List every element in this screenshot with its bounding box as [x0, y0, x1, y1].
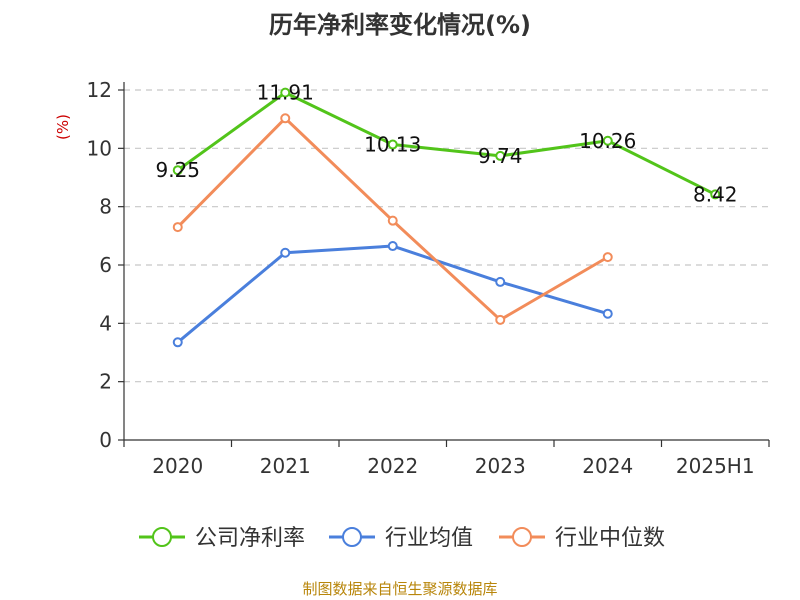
data-point[interactable] — [280, 87, 291, 98]
data-point[interactable] — [387, 215, 398, 226]
data-labels: 9.25 11.91 10.13 9.74 10.26 8.42 — [155, 81, 737, 207]
data-point[interactable] — [602, 135, 613, 146]
legend-label: 行业中位数 — [555, 526, 665, 551]
legend-item-2[interactable]: 行业中位数 — [499, 526, 665, 551]
data-point[interactable] — [280, 113, 291, 124]
legend-item-1[interactable]: 行业均值 — [329, 526, 473, 551]
grid-lines — [124, 89, 769, 383]
legend-item-0[interactable]: 公司净利率 — [139, 526, 305, 551]
data-label: 11.91 — [257, 81, 314, 105]
data-point[interactable] — [602, 308, 613, 319]
series-lines — [172, 87, 721, 348]
data-label: 10.26 — [579, 129, 636, 153]
y-tick-label: 4 — [99, 311, 112, 335]
data-point[interactable] — [602, 252, 613, 263]
axes: 0 2 4 6 8 10 12 2020 2021 2022 2023 2024 2025H1 — [87, 78, 770, 478]
legend-marker — [512, 527, 532, 547]
legend-label: 公司净利率 — [195, 526, 305, 551]
series-line-0 — [176, 91, 716, 196]
x-tick-label: 2024 — [582, 454, 633, 478]
data-label: 9.74 — [478, 144, 523, 168]
legend-marker — [342, 527, 362, 547]
chart-title: 历年净利率变化情况(%) — [269, 11, 531, 39]
data-point[interactable] — [172, 222, 183, 233]
data-point[interactable] — [387, 139, 398, 150]
data-point[interactable] — [495, 276, 506, 287]
legend-marker — [152, 527, 172, 547]
data-point[interactable] — [172, 337, 183, 348]
data-point[interactable] — [495, 150, 506, 161]
data-point[interactable] — [495, 314, 506, 325]
y-tick-label: 10 — [87, 136, 112, 160]
data-label: 9.25 — [155, 158, 200, 182]
legend-label: 行业均值 — [385, 526, 473, 551]
data-point[interactable] — [280, 247, 291, 258]
y-tick-label: 2 — [99, 370, 112, 394]
data-point[interactable] — [172, 165, 183, 176]
x-tick-label: 2023 — [475, 454, 526, 478]
x-tick-label: 2022 — [367, 454, 418, 478]
y-tick-label: 12 — [87, 78, 112, 102]
x-tick-label: 2020 — [152, 454, 203, 478]
y-tick-label: 0 — [99, 428, 112, 452]
source-note: 制图数据来自恒生聚源数据库 — [302, 580, 497, 598]
x-tick-label: 2021 — [260, 454, 311, 478]
data-point[interactable] — [387, 241, 398, 252]
data-label: 10.13 — [364, 133, 421, 157]
data-label: 8.42 — [693, 182, 738, 206]
x-tick-label: 2025H1 — [676, 454, 755, 478]
y-tick-label: 8 — [99, 195, 112, 219]
y-tick-label: 6 — [99, 253, 112, 277]
y-axis-unit-label: (%) — [54, 114, 72, 140]
data-point[interactable] — [710, 189, 721, 200]
legend[interactable]: 公司净利率 行业均值 行业中位数 — [139, 526, 665, 551]
